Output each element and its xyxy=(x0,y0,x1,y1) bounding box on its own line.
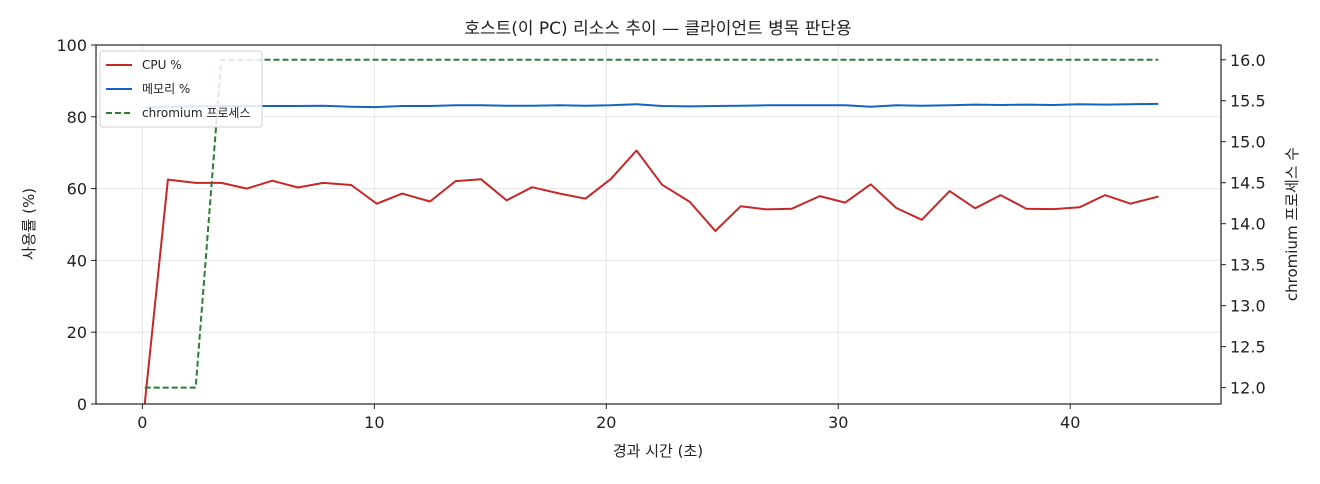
y-tick-label: 80 xyxy=(67,108,87,127)
series-line-chromium xyxy=(144,58,1159,389)
x-tick-label: 10 xyxy=(364,413,384,432)
legend: CPU % 메모리 % chromium 프로세스 xyxy=(99,50,263,128)
x-tick-label: 20 xyxy=(596,413,616,432)
y2-tick-label: 12.5 xyxy=(1230,338,1266,357)
y-axis-label: 사용률 (%) xyxy=(20,188,38,260)
y2-axis-label: chromium 프로세스 수 xyxy=(1283,147,1301,301)
y-tick-label: 0 xyxy=(77,395,87,414)
ticks-layer: 0 10 20 30 40 0 20 40 60 80 100 12.0 12.5 13.0 13.5 14.… xyxy=(56,36,1265,432)
y-tick-label: 60 xyxy=(67,180,87,199)
series-line-cpu xyxy=(143,149,1159,405)
series-line-series xyxy=(144,102,1159,109)
y2-tick-label: 14.0 xyxy=(1230,215,1266,234)
x-tick-label: 40 xyxy=(1060,413,1080,432)
y-tick-label: 100 xyxy=(56,36,87,55)
x-axis-label: 경과 시간 (초) xyxy=(613,442,703,460)
y2-tick-label: 13.5 xyxy=(1230,256,1266,275)
grid-layer xyxy=(96,44,1221,405)
y2-tick-label: 14.5 xyxy=(1230,174,1266,193)
y-tick-label: 40 xyxy=(67,251,87,270)
chart-title: 호스트(이 PC) 리소스 추이 — 클라이언트 병목 판단용 xyxy=(464,19,851,39)
y2-tick-label: 15.0 xyxy=(1230,133,1266,152)
legend-label: chromium 프로세스 xyxy=(142,106,251,120)
legend-label: CPU % xyxy=(142,58,182,72)
y2-tick-label: 16.0 xyxy=(1230,51,1266,70)
x-tick-label: 30 xyxy=(828,413,848,432)
legend-label: 메모리 % xyxy=(142,82,190,96)
y2-tick-label: 12.0 xyxy=(1230,379,1266,398)
legend-box xyxy=(99,50,263,128)
plot-frame xyxy=(95,44,1222,405)
y-tick-label: 20 xyxy=(67,323,87,342)
y2-tick-label: 15.5 xyxy=(1230,92,1266,111)
y2-tick-label: 13.0 xyxy=(1230,297,1266,316)
series-layer xyxy=(143,58,1159,405)
x-tick-label: 0 xyxy=(137,413,147,432)
